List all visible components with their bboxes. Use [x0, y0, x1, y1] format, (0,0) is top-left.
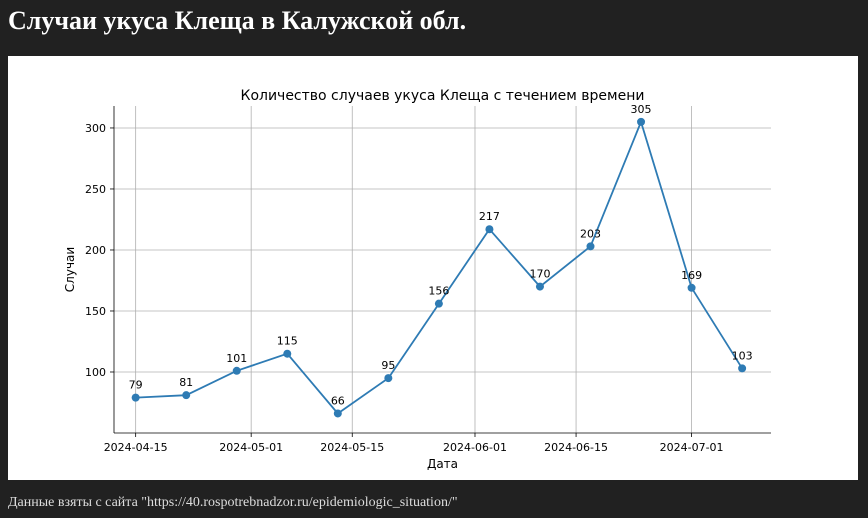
x-tick-label: 2024-07-01 — [660, 441, 724, 454]
x-tick-label: 2024-06-01 — [443, 441, 507, 454]
data-point — [131, 393, 140, 402]
data-point — [637, 117, 646, 126]
x-tick-label: 2024-05-15 — [320, 441, 384, 454]
data-point — [485, 225, 494, 234]
data-label: 217 — [479, 210, 500, 223]
series-layer: 79 81 101 115 66 95 156 217 170 203 305 169 103 — [129, 103, 753, 418]
data-label: 170 — [529, 268, 550, 281]
x-axis-label: Дата — [427, 457, 458, 471]
grid-layer — [114, 106, 771, 433]
data-label: 156 — [428, 285, 449, 298]
data-label: 305 — [631, 103, 652, 116]
data-label: 95 — [381, 359, 395, 372]
data-point — [232, 366, 241, 375]
data-point — [333, 409, 342, 418]
data-point — [434, 299, 443, 308]
data-label: 203 — [580, 227, 601, 240]
data-point — [738, 364, 747, 373]
ticks-layer: 2024-04-15 2024-05-01 2024-05-15 2024-06-01… — [85, 122, 724, 454]
series-line — [135, 119, 743, 415]
x-tick-label: 2024-05-01 — [219, 441, 283, 454]
data-point — [535, 282, 544, 291]
data-label: 103 — [732, 349, 753, 362]
data-point — [384, 374, 393, 383]
source-footer: Данные взяты с сайта "https://40.rospotr… — [8, 495, 458, 510]
axes-layer — [113, 106, 771, 434]
y-tick-label: 150 — [85, 305, 106, 318]
chart-title: Количество случаев укуса Клеща с течение… — [241, 88, 645, 104]
data-label: 115 — [277, 335, 298, 348]
y-tick-label: 200 — [85, 244, 106, 257]
line-chart: Количество случаев укуса Клеща с течение… — [63, 88, 771, 471]
y-tick-label: 250 — [85, 183, 106, 196]
y-tick-label: 100 — [85, 366, 106, 379]
data-point — [182, 391, 191, 400]
data-label: 81 — [179, 376, 193, 389]
data-point — [586, 242, 595, 251]
data-label: 101 — [226, 352, 247, 365]
y-axis-label: Случаи — [63, 247, 77, 292]
data-point — [283, 349, 292, 358]
x-tick-label: 2024-06-15 — [544, 441, 608, 454]
data-label: 79 — [129, 379, 143, 392]
data-label: 169 — [681, 269, 702, 282]
page-title: Случаи укуса Клеща в Калужской обл. — [8, 6, 467, 35]
chart-card: Количество случаев укуса Клеща с течение… — [8, 56, 858, 480]
data-point — [687, 283, 696, 292]
data-label: 66 — [331, 394, 345, 407]
x-tick-label: 2024-04-15 — [104, 441, 168, 454]
y-tick-label: 300 — [85, 122, 106, 135]
